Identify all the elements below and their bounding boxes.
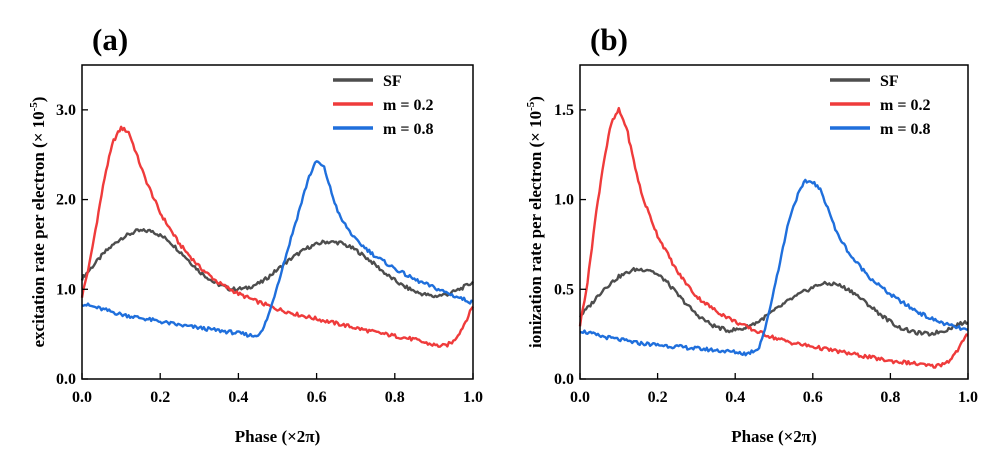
panel-b-ticks: 0.0 0.2 0.4 0.6 0.8 1.0 0.0 0.5 1.0 1.5 [554,102,978,406]
panel-b-y-tick-label: 0.5 [554,281,574,298]
panel-a-legend-label-1: m = 0.2 [383,97,433,114]
panel-a-x-tick-label: 0.0 [72,389,92,406]
panel-b-x-axis-title: Phase (×2π) [731,427,817,446]
panel-b-series-line-2 [579,178,969,357]
panel-a: (a) 0.0 0.2 0.4 0.6 0.8 1.0 0.0 1.0 2.0 3.0 Phase… [28,22,483,446]
panel-b-ylabel-unit-prefix: (× 10 [526,111,545,148]
panel-a-y-tick-label: 2.0 [56,192,76,209]
panel-a-x-tick-label: 0.4 [228,389,248,406]
panel-b-ylabel-unit-exp: -5 [525,101,537,111]
panel-b-legend-label-1: m = 0.2 [880,97,930,114]
panel-b-legend-label-2: m = 0.8 [880,121,930,138]
panel-b-label: (b) [590,22,628,57]
panel-a-x-tick-label: 0.8 [385,389,405,406]
panel-a-x-axis-title: Phase (×2π) [235,427,321,446]
panel-a-ylabel-unit-suffix: ) [29,97,48,103]
panel-b: (b) 0.0 0.2 0.4 0.6 0.8 1.0 0.0 0.5 1.0 1.5 Phase… [525,22,978,446]
panel-b-x-tick-label: 0.4 [725,389,745,406]
panel-b-y-tick-label: 1.5 [554,102,574,119]
panel-b-plot-frame [579,64,969,380]
panel-b-series-line-0 [579,267,969,337]
panel-b-legend-label-0: SF [880,73,899,90]
panel-b-x-tick-label: 0.0 [570,389,590,406]
panel-b-ylabel-main: ionization rate per electron [526,151,545,348]
panel-a-ylabel-unit-prefix: (× 10 [29,111,48,148]
panel-a-x-tick-label: 0.6 [307,389,327,406]
panel-a-legend-label-0: SF [383,73,402,90]
panel-b-series-line-1 [578,106,969,369]
panel-b-x-tick-label: 1.0 [958,389,978,406]
panel-a-plot-frame [81,64,474,380]
panel-a-y-axis-title: excitation rate per electron (× 10-5) [28,97,48,348]
panel-a-legend-label-2: m = 0.8 [383,121,433,138]
panel-a-y-tick-label: 0.0 [56,371,76,388]
panel-a-y-tick-label: 3.0 [56,102,76,119]
panel-b-ylabel-unit-suffix: ) [526,96,545,102]
panel-a-series-line-0 [80,228,474,299]
panel-a-series [80,125,474,348]
panel-b-x-tick-label: 0.8 [880,389,900,406]
panel-a-series-line-1 [80,125,474,348]
panel-b-x-tick-label: 0.2 [648,389,668,406]
panel-b-y-tick-label: 0.0 [554,371,574,388]
panel-a-series-line-2 [81,160,474,338]
panel-a-legend: SF m = 0.2 m = 0.8 [333,73,433,138]
panel-b-legend: SF m = 0.2 m = 0.8 [830,73,930,138]
panel-a-x-tick-label: 1.0 [463,389,483,406]
panel-a-x-tick-label: 0.2 [150,389,170,406]
panel-a-ylabel-unit-exp: -5 [28,102,40,112]
panel-b-y-axis-title: ionization rate per electron (× 10-5) [525,96,545,348]
panel-a-y-tick-label: 1.0 [56,281,76,298]
panel-b-x-tick-label: 0.6 [803,389,823,406]
panel-a-ylabel-main: excitation rate per electron [29,152,48,348]
panel-a-ticks: 0.0 0.2 0.4 0.6 0.8 1.0 0.0 1.0 2.0 3.0 [56,102,483,406]
panel-a-label: (a) [92,22,128,57]
panel-b-series [578,106,969,369]
panel-b-y-tick-label: 1.0 [554,192,574,209]
